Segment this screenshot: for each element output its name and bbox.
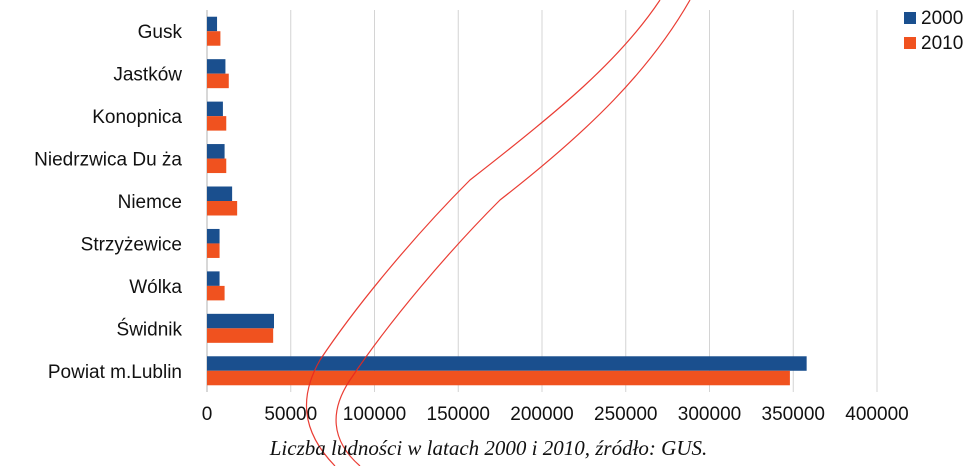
x-tick-label: 150000 — [427, 404, 490, 425]
x-tick-label: 0 — [202, 404, 213, 425]
bar-2000 — [207, 59, 226, 74]
category-label: Gusk — [138, 22, 183, 43]
bar-2010 — [207, 73, 229, 89]
legend-label-2010: 2010 — [921, 33, 963, 54]
category-labels: Gusk Jastków Konopnica Niedrzwica Du ża Niem… — [34, 22, 182, 383]
bar-2000 — [207, 186, 233, 201]
bar-2000 — [207, 228, 220, 244]
chart-caption: Liczba ludności w latach 2000 i 2010, źr… — [269, 436, 708, 460]
bar-2010 — [207, 116, 227, 131]
x-tick-label: 300000 — [678, 404, 741, 425]
x-tick-label: 50000 — [264, 404, 317, 425]
bar-2010 — [207, 370, 790, 386]
x-tick-labels: 0 50000 100000 150000 200000 250000 300000 3500… — [202, 404, 909, 425]
bar-2000 — [207, 16, 218, 32]
bar-2010 — [207, 158, 227, 174]
category-label: Strzyżewice — [81, 234, 182, 255]
x-tick-label: 100000 — [343, 404, 406, 425]
x-tick-label: 250000 — [594, 404, 657, 425]
category-label: Wólka — [129, 277, 182, 298]
legend-label-2000: 2000 — [921, 8, 963, 29]
bar-2000 — [207, 271, 220, 286]
bars — [207, 16, 807, 386]
x-tick-label: 350000 — [762, 404, 825, 425]
bar-2000 — [207, 144, 225, 159]
bar-2000 — [207, 313, 274, 329]
grid-lines — [206, 10, 878, 392]
bar-2010 — [207, 31, 221, 46]
legend: 2000 2010 — [904, 8, 963, 54]
bar-2010 — [207, 285, 225, 301]
legend-swatch-2000 — [904, 12, 916, 24]
category-label: Świdnik — [117, 318, 183, 340]
bar-2010 — [207, 328, 274, 343]
category-label: Jastków — [113, 65, 182, 86]
bar-2000 — [207, 356, 807, 371]
legend-swatch-2010 — [904, 37, 916, 49]
category-label: Niemce — [118, 192, 182, 213]
category-label: Niedrzwica Du ża — [34, 150, 182, 171]
x-tick-label: 400000 — [845, 404, 908, 425]
bar-2000 — [207, 101, 223, 117]
bar-2010 — [207, 201, 238, 216]
bar-2010 — [207, 243, 220, 258]
x-tick-label: 200000 — [510, 404, 573, 425]
category-label: Powiat m.Lublin — [48, 362, 182, 383]
category-label: Konopnica — [92, 107, 182, 128]
